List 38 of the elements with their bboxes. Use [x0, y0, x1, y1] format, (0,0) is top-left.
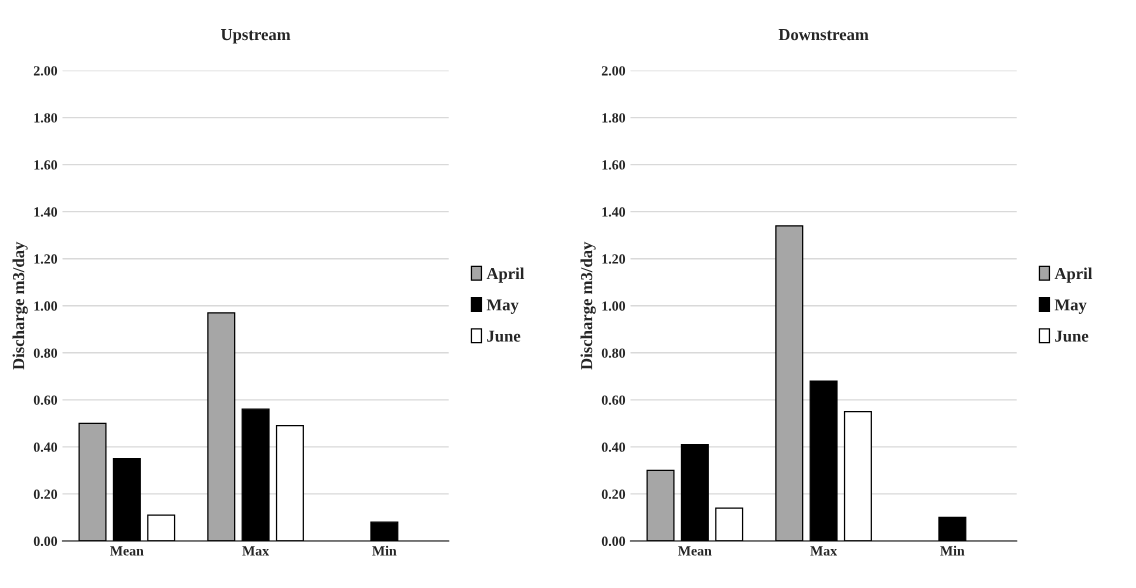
x-tick-label: Max: [810, 546, 838, 556]
y-tick-label: 2.00: [601, 66, 626, 76]
y-tick-label: 0.40: [33, 442, 58, 452]
y-axis-title: Discharge m3/day: [580, 241, 596, 370]
x-tick-label: Min: [940, 545, 965, 556]
y-tick-label: 0.60: [33, 395, 58, 405]
y-tick-label: 0.00: [33, 536, 58, 546]
y-tick-label: 0.40: [601, 442, 626, 452]
x-tick-label: Min: [372, 545, 397, 556]
y-tick-label: 1.80: [34, 113, 58, 123]
y-tick-label: 1.40: [602, 207, 626, 217]
y-tick-label: 1.00: [34, 301, 58, 311]
y-tick-label: 1.00: [602, 301, 626, 311]
legend-label: June: [487, 330, 521, 342]
y-tick-label: 1.60: [602, 160, 626, 170]
legend-label: May: [1054, 299, 1087, 314]
y-tick-label: 1.20: [34, 254, 58, 264]
y-tick-label: 0.60: [601, 395, 626, 405]
x-tick-label: Mean: [110, 546, 144, 556]
chart-title: Downstream: [778, 29, 869, 41]
legend-label: June: [1055, 330, 1089, 342]
legend-label: May: [486, 299, 519, 314]
y-tick-label: 1.20: [602, 254, 626, 264]
y-tick-label: 0.20: [33, 489, 58, 499]
x-tick-label: Max: [242, 546, 270, 556]
x-tick-label: Mean: [678, 546, 712, 556]
legend-label: April: [1054, 267, 1093, 283]
y-axis-title: Discharge m3/day: [12, 241, 28, 370]
y-tick-label: 1.40: [34, 207, 58, 217]
y-tick-label: 2.00: [33, 66, 58, 76]
y-tick-label: 1.80: [602, 113, 626, 123]
y-tick-label: 1.60: [34, 160, 58, 170]
legend-label: April: [486, 267, 525, 283]
y-tick-label: 0.80: [601, 348, 626, 358]
y-tick-label: 0.00: [601, 536, 626, 546]
chart-title: Upstream: [220, 29, 291, 44]
y-tick-label: 0.80: [33, 348, 58, 358]
y-tick-label: 0.20: [601, 489, 626, 499]
